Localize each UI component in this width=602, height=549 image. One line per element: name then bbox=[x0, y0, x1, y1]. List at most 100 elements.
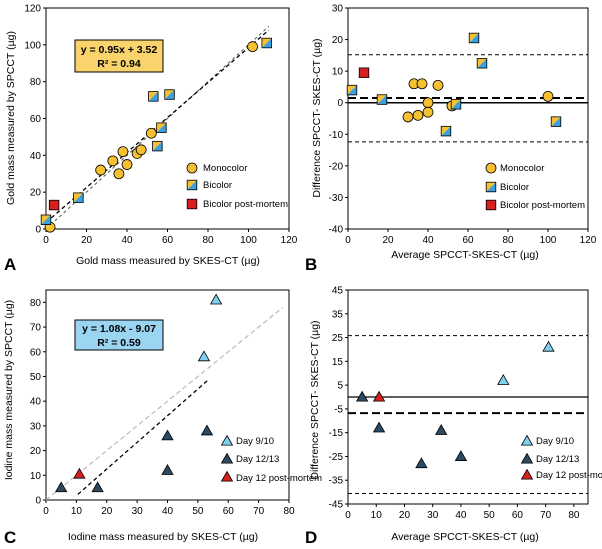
point-a-monocolor bbox=[145, 127, 157, 139]
point-b-bicolor-border bbox=[346, 84, 358, 96]
legend-marker-b-bicolor bbox=[485, 181, 497, 193]
y-tick-label-b: -30 bbox=[329, 193, 344, 204]
ylabel-d: Difference SPCCT- SKES-CT (µg) bbox=[309, 320, 321, 479]
point-a-bicolor-half-b bbox=[156, 122, 167, 133]
point-b-bicolor-half-b bbox=[451, 99, 461, 110]
point-b-bicolor-half-a bbox=[451, 99, 461, 110]
legend-b-postmortem: Bicolor post-mortem bbox=[500, 200, 585, 211]
point-b-bicolor bbox=[346, 84, 358, 96]
point-b-monocolor bbox=[432, 79, 444, 91]
legend-marker-a-postmortem bbox=[186, 198, 198, 210]
x-tick-label-c: 70 bbox=[253, 506, 265, 517]
y-tick-label-d: -45 bbox=[329, 500, 344, 511]
y-tick-label-b: 0 bbox=[337, 98, 343, 109]
point-a-monocolor bbox=[117, 146, 129, 158]
y-tick-label-b: -10 bbox=[329, 130, 344, 141]
panel-letter-b: B bbox=[305, 255, 317, 274]
y-tick-label-d: -5 bbox=[334, 404, 343, 415]
equation-box-a bbox=[74, 39, 164, 73]
point-b-bicolor-border bbox=[376, 94, 388, 105]
point-d-day-9-10 bbox=[542, 340, 555, 352]
point-a-bicolor-half-a bbox=[164, 89, 175, 100]
panel-letter-d: D bbox=[305, 528, 317, 547]
x-tick-label-a: 100 bbox=[240, 235, 257, 246]
panel-letter-c: C bbox=[4, 528, 16, 547]
point-b-bicolor-half-a bbox=[469, 33, 479, 43]
y-tick-label-d: -25 bbox=[329, 452, 344, 463]
x-tick-label-c: 80 bbox=[283, 506, 295, 517]
x-tick-label-c: 50 bbox=[192, 506, 204, 517]
point-c-day-12-13 bbox=[54, 481, 68, 493]
x-tick-label-a: 40 bbox=[121, 235, 133, 246]
point-c-day-12-13 bbox=[161, 429, 174, 441]
legend-d-day910: Day 9/10 bbox=[536, 436, 574, 447]
point-d-day-12-13 bbox=[434, 423, 448, 435]
legend-marker-a-mono bbox=[186, 162, 198, 174]
legend-c-day910: Day 9/10 bbox=[236, 436, 274, 447]
ylabel-b: Difference SPCCT- SKES-CT (µg) bbox=[311, 38, 323, 197]
y-tick-label-a: 120 bbox=[24, 4, 41, 15]
x-tick-label-d: 70 bbox=[540, 510, 552, 521]
point-a-bicolor-half-a bbox=[148, 91, 159, 102]
point-a-bicolor-half-a bbox=[73, 192, 84, 203]
fit-line-c bbox=[77, 379, 209, 495]
y-tick-label-a: 20 bbox=[30, 188, 42, 199]
x-tick-label-b: 100 bbox=[540, 235, 557, 246]
legend-d-day12pm: Day 12 post-mortem bbox=[536, 470, 602, 481]
y-tick-label-a: 40 bbox=[30, 151, 42, 162]
point-b-bicolor bbox=[440, 125, 452, 137]
ylabel-c: Iodine mass measured by SPCCT (µg) bbox=[3, 300, 15, 480]
x-tick-label-b: 40 bbox=[422, 235, 434, 246]
point-a-bicolor bbox=[148, 91, 159, 102]
legend-marker-d-day1213 bbox=[520, 452, 534, 464]
point-b-bicolor-half-a bbox=[377, 94, 387, 105]
point-c-day-12-post-mortem bbox=[73, 467, 86, 479]
y-tick-label-d: -15 bbox=[329, 428, 344, 439]
point-b-bicolor-border bbox=[450, 99, 462, 110]
equation-a: y = 0.95x + 3.52 bbox=[81, 44, 158, 56]
point-a-bicolor-border bbox=[40, 214, 52, 225]
x-tick-label-d: 20 bbox=[399, 510, 411, 521]
point-a-bicolor bbox=[40, 214, 52, 225]
legend-c-day12pm: Day 12 post-mortem bbox=[236, 473, 322, 484]
point-a-bicolor-half-b bbox=[164, 89, 175, 100]
legend-d-day1213: Day 12/13 bbox=[536, 454, 579, 465]
point-b-bicolor-half-b bbox=[441, 126, 451, 136]
y-tick-label-a: 60 bbox=[30, 114, 42, 125]
x-tick-label-d: 40 bbox=[455, 510, 467, 521]
point-a-bicolor bbox=[152, 140, 163, 152]
point-a-bicolor-border bbox=[148, 91, 159, 102]
y-tick-label-c: 80 bbox=[30, 298, 42, 309]
point-b-monocolor bbox=[412, 109, 424, 121]
x-tick-label-d: 60 bbox=[512, 510, 524, 521]
point-b-bicolor-border bbox=[550, 116, 562, 127]
ylabel-a: Gold mass measured by SPCCT (µg) bbox=[5, 31, 17, 205]
x-tick-label-c: 10 bbox=[71, 506, 83, 517]
y-tick-label-b: 20 bbox=[332, 35, 344, 46]
y-tick-label-d: 35 bbox=[332, 309, 344, 320]
point-a-monocolor bbox=[107, 155, 119, 167]
legend-marker-b-postmortem bbox=[485, 199, 497, 211]
point-a-monocolor bbox=[95, 164, 107, 176]
y-tick-label-a: 100 bbox=[24, 40, 41, 51]
legend-marker-c-day12pm bbox=[220, 470, 234, 482]
point-b-bicolor-border bbox=[476, 58, 488, 69]
xlabel-b: Average SPCCT-SKES-CT (µg) bbox=[391, 249, 538, 261]
y-tick-label-c: 50 bbox=[30, 372, 42, 383]
y-tick-label-d: 25 bbox=[332, 333, 344, 344]
point-b-bicolor-half-b bbox=[477, 58, 487, 69]
x-tick-label-d: 50 bbox=[484, 510, 496, 521]
legend-marker-a-bicolor-border bbox=[186, 179, 198, 191]
point-b-bicolor-border bbox=[440, 125, 452, 137]
x-tick-label-b: 120 bbox=[580, 235, 597, 246]
legend-marker-a-bicolor-half-b bbox=[187, 180, 197, 190]
point-b-bicolor bbox=[376, 94, 388, 105]
point-c-day-12-13 bbox=[161, 464, 174, 475]
point-a-bicolor-half-a bbox=[41, 214, 51, 225]
point-b-bicolor-half-a bbox=[441, 126, 451, 136]
point-b-bicolor-half-b bbox=[347, 85, 357, 95]
identity-line-c bbox=[45, 306, 284, 501]
legend-a-mono: Monocolor bbox=[203, 163, 247, 174]
point-a-monocolor bbox=[247, 41, 258, 53]
